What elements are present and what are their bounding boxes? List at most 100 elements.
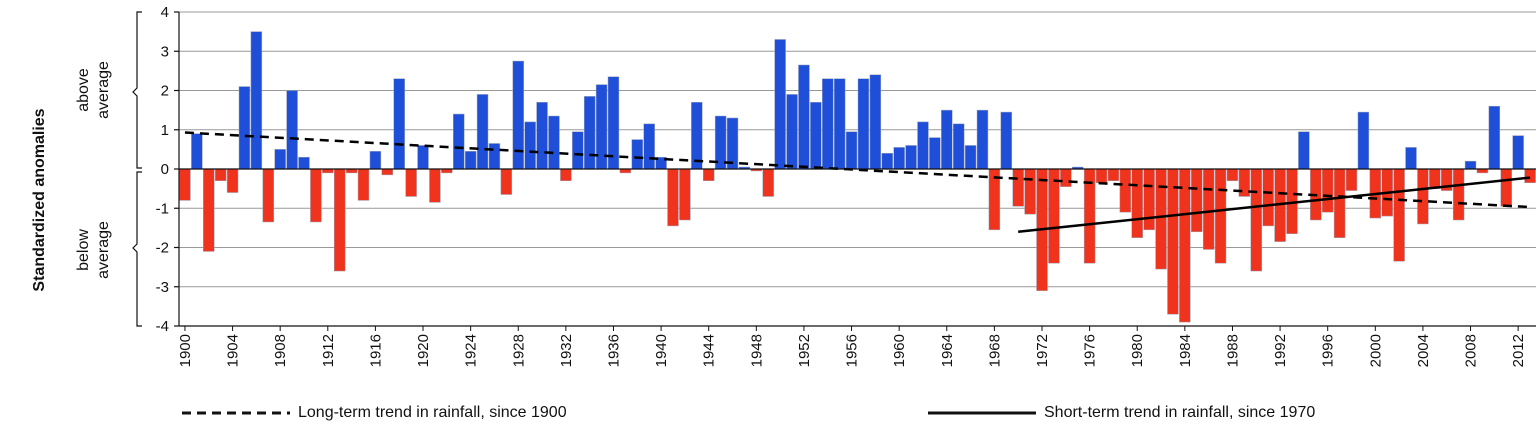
- bar-1915: [357, 168, 370, 201]
- x-tick-label: 1984: [1177, 334, 1194, 367]
- x-tick-label: 1968: [986, 334, 1003, 367]
- x-tick-label: 1960: [891, 334, 908, 367]
- bar-1932: [560, 168, 572, 182]
- bar-1933: [572, 131, 584, 170]
- bar-1961: [905, 145, 917, 170]
- x-tick-label: 1964: [939, 334, 956, 367]
- bar-1904: [226, 168, 239, 193]
- above-average-label-line2: average: [95, 61, 112, 119]
- bar-1962: [917, 121, 929, 170]
- bars: [179, 31, 1536, 323]
- bar-1931: [548, 115, 560, 170]
- bar-1934: [583, 96, 596, 170]
- bar-1988: [1226, 168, 1239, 182]
- bar-1923: [453, 113, 465, 170]
- bar-1969: [1000, 111, 1012, 170]
- bar-1907: [262, 168, 274, 223]
- bar-2008: [1464, 160, 1477, 170]
- bar-1901: [191, 133, 203, 170]
- bar-2003: [1405, 147, 1417, 170]
- x-tick-label: 1936: [605, 334, 622, 367]
- bar-2013: [1524, 168, 1536, 183]
- bar-1916: [369, 151, 382, 170]
- bar-1997: [1333, 168, 1346, 238]
- bar-1957: [857, 78, 870, 170]
- bar-1906: [250, 31, 263, 170]
- x-tick-label: 1932: [558, 334, 575, 367]
- bar-1966: [964, 145, 977, 170]
- bar-1943: [691, 102, 703, 170]
- bar-1938: [631, 139, 643, 170]
- legend-short-term: Short-term trend in rainfall, since 1970: [928, 404, 1315, 422]
- bar-1930: [536, 102, 548, 170]
- x-tick-labels: 1900 1904 1908 1912 1916 1920 1924 1928 1932 1936…: [177, 334, 1527, 367]
- bar-1970: [1012, 168, 1024, 207]
- x-tick-label: 1916: [367, 334, 384, 367]
- y-tick-labels: 4 3 2 1 0 -1 -2 -3 -4: [156, 4, 169, 335]
- bar-2002: [1393, 168, 1405, 262]
- bar-1958: [869, 74, 882, 170]
- x-tick-label: 2004: [1415, 334, 1432, 367]
- bar-1905: [238, 86, 251, 170]
- bar-1908: [274, 149, 286, 170]
- x-tick-label: 1996: [1320, 334, 1337, 367]
- bar-2011: [1500, 168, 1512, 207]
- x-tick-label: 1944: [701, 334, 718, 367]
- bar-1926: [488, 143, 501, 170]
- bar-1956: [845, 131, 858, 170]
- x-tick-label: 1924: [463, 334, 480, 367]
- y-tick-label: -3: [156, 279, 169, 296]
- x-tick-label: 2012: [1510, 334, 1527, 367]
- bar-1911: [310, 168, 322, 223]
- above-average-bracket: [132, 11, 142, 169]
- bar-1983: [1167, 168, 1179, 315]
- bar-1919: [405, 168, 417, 197]
- bar-1927: [500, 168, 513, 195]
- x-tick-label: 1952: [796, 334, 813, 367]
- bar-1965: [952, 123, 965, 170]
- bar-1946: [726, 117, 739, 170]
- x-tick-label: 1972: [1034, 334, 1051, 367]
- bar-2012: [1512, 135, 1524, 170]
- bar-1928: [512, 60, 524, 170]
- legend-long-term: Long-term trend in rainfall, since 1900: [182, 404, 567, 422]
- bar-1917: [381, 168, 394, 176]
- x-tick-label: 1976: [1082, 334, 1099, 367]
- bar-1960: [893, 147, 905, 170]
- bar-1952: [798, 64, 810, 170]
- bar-1964: [941, 109, 953, 170]
- below-average-label-line2: average: [95, 221, 112, 279]
- y-tick-label: 2: [161, 83, 169, 100]
- y-tick-label: -2: [156, 240, 169, 257]
- bar-1986: [1202, 168, 1215, 250]
- x-tick-label: 1948: [748, 334, 765, 367]
- bar-1963: [929, 137, 941, 170]
- bar-1924: [464, 151, 477, 170]
- bar-1942: [679, 168, 691, 221]
- bar-1921: [429, 168, 441, 203]
- bar-1977: [1095, 168, 1108, 183]
- bar-1999: [1357, 111, 1370, 170]
- bar-1900: [179, 168, 191, 201]
- bar-1903: [214, 168, 227, 182]
- y-tick-label: -1: [156, 200, 169, 217]
- bar-1913: [333, 168, 346, 272]
- bar-1985: [1191, 168, 1203, 233]
- bar-1990: [1250, 168, 1262, 272]
- trend-lines: [184, 131, 1531, 234]
- bar-1949: [762, 168, 774, 197]
- bar-1974: [1060, 168, 1072, 187]
- bar-1981: [1143, 168, 1155, 231]
- y-tick-label: 0: [161, 161, 169, 178]
- bar-1944: [703, 168, 715, 182]
- bar-1978: [1107, 168, 1120, 182]
- bar-1951: [786, 94, 798, 170]
- legend-short-term-label: Short-term trend in rainfall, since 1970: [1044, 404, 1316, 421]
- bar-1953: [810, 102, 822, 170]
- bar-2010: [1488, 105, 1501, 170]
- bar-1996: [1321, 168, 1334, 213]
- x-tick-label: 2000: [1367, 334, 1384, 367]
- bar-1925: [476, 94, 489, 170]
- dashed-line-swatch: [182, 411, 290, 415]
